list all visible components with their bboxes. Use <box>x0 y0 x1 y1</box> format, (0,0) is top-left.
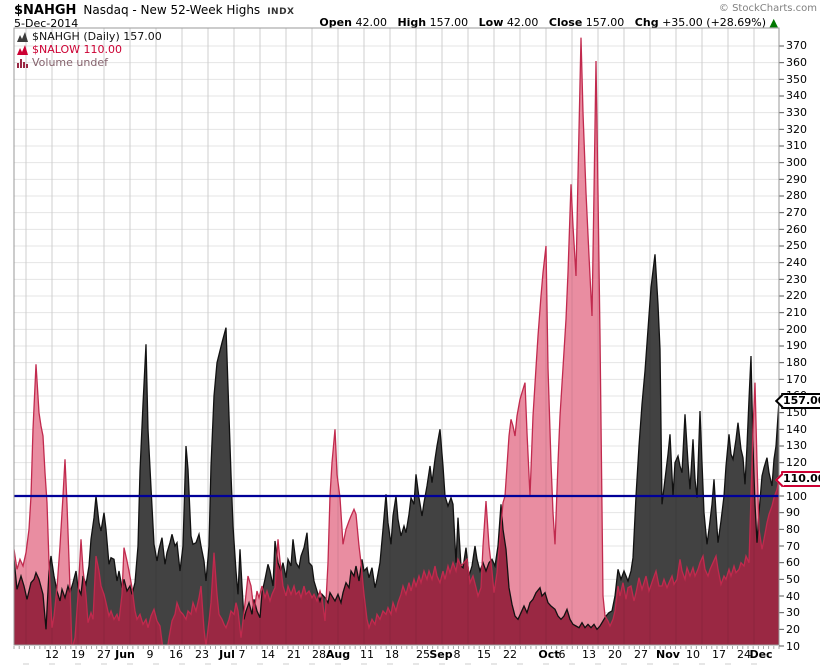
legend-item-label: Volume undef <box>32 56 108 69</box>
x-axis-tick-label: 8 <box>453 648 461 661</box>
x-axis-tick-label: Dec <box>749 648 773 661</box>
y-axis-tick-label: 200 <box>786 322 807 336</box>
low-label: Low <box>478 16 504 29</box>
chg-value: +35.00 (+28.69%) <box>662 16 767 29</box>
y-axis-tick-label: 210 <box>786 306 807 320</box>
x-axis-tick-label: 19 <box>71 648 85 661</box>
legend-item: Volume undef <box>17 56 162 69</box>
y-axis-tick-label: 280 <box>786 189 807 203</box>
symbol-label: $NAHGH <box>14 3 77 18</box>
close-label: Close <box>548 16 583 29</box>
y-axis-tick-label: 220 <box>786 289 807 303</box>
y-axis-tick-label: 170 <box>786 372 807 386</box>
y-axis-tick-label: 270 <box>786 206 807 220</box>
chart-date: 5-Dec-2014 <box>14 17 79 30</box>
chart-legend: $NAHGH (Daily) 157.00 $NALOW 110.00 Volume… <box>17 30 162 69</box>
x-axis-tick-label: 21 <box>287 648 301 661</box>
y-axis-tick-label: 20 <box>786 622 800 636</box>
legend-item: $NALOW 110.00 <box>17 43 162 56</box>
y-axis-tick-label: 10 <box>786 639 800 653</box>
x-axis-tick-label: 18 <box>385 648 399 661</box>
security-name: Nasdaq - New 52-Week Highs <box>83 3 261 17</box>
y-axis-tick-label: 230 <box>786 272 807 286</box>
chg-label: Chg <box>634 16 659 29</box>
x-axis-tick-label: 14 <box>261 648 275 661</box>
x-axis-tick-label: 9 <box>146 648 154 661</box>
x-axis-tick-label: Sep <box>429 648 453 661</box>
copyright-label: © StockCharts.com <box>718 3 817 14</box>
x-axis-tick-label: 7 <box>238 648 246 661</box>
x-axis-tick-label: 15 <box>477 648 491 661</box>
exchange-tag: INDX <box>267 7 295 17</box>
x-axis-tick-label: 27 <box>634 648 648 661</box>
x-axis-tick-label: Aug <box>325 648 351 661</box>
x-axis-tick-label: Jul <box>219 648 235 661</box>
y-axis-tick-label: 290 <box>786 172 807 186</box>
legend-item-label: $NALOW 110.00 <box>32 43 123 56</box>
y-axis-tick-label: 320 <box>786 122 807 136</box>
y-axis-tick-label: 80 <box>786 522 800 536</box>
y-axis-tick-label: 140 <box>786 422 807 436</box>
x-axis-tick-label: Nov <box>656 648 680 661</box>
chart-header: $NAHGH Nasdaq - New 52-Week Highs INDX <box>14 3 294 18</box>
last-price-tag-nalow: 110.00 <box>781 471 820 488</box>
x-axis-tick-label: Jun <box>115 648 135 661</box>
y-axis-tick-label: 330 <box>786 106 807 120</box>
volume-bars-icon <box>17 58 28 68</box>
low-value: 42.00 <box>506 16 539 29</box>
y-axis-tick-label: 370 <box>786 39 807 53</box>
open-value: 42.00 <box>355 16 387 29</box>
y-axis-tick-label: 120 <box>786 456 807 470</box>
x-axis-tick-label: 16 <box>169 648 183 661</box>
y-axis-tick-label: 60 <box>786 556 800 570</box>
y-axis-tick-label: 90 <box>786 506 800 520</box>
y-axis-tick-label: 310 <box>786 139 807 153</box>
y-axis-tick-label: 360 <box>786 56 807 70</box>
high-label: High <box>397 16 427 29</box>
up-arrow-icon: ▲ <box>769 16 778 29</box>
y-axis-tick-label: 70 <box>786 539 800 553</box>
y-axis-tick-label: 100 <box>786 489 807 503</box>
y-axis-tick-label: 240 <box>786 256 807 270</box>
area-icon <box>17 44 28 55</box>
open-label: Open <box>319 16 352 29</box>
x-axis-tick-label: 10 <box>686 648 700 661</box>
y-axis-tick-label: 260 <box>786 222 807 236</box>
legend-item-label: $NAHGH (Daily) 157.00 <box>32 30 162 43</box>
close-value: 157.00 <box>585 16 625 29</box>
y-axis-tick-label: 190 <box>786 339 807 353</box>
x-axis-tick-label: 24 <box>737 648 751 661</box>
y-axis-tick-label: 300 <box>786 156 807 170</box>
ohlc-quote-row: Open 42.00 High 157.00 Low 42.00 Close 1… <box>319 16 778 29</box>
x-axis-tick-label: 17 <box>712 648 726 661</box>
x-axis-tick-label: 28 <box>312 648 326 661</box>
y-axis-tick-label: 340 <box>786 89 807 103</box>
last-price-tag-nahgh: 157.00 <box>781 392 820 409</box>
y-axis-tick-label: 130 <box>786 439 807 453</box>
y-axis-tick-label: 50 <box>786 572 800 586</box>
y-axis-tick-label: 250 <box>786 239 807 253</box>
y-axis-tick-label: 350 <box>786 72 807 86</box>
x-axis-tick-label: Oct <box>538 648 560 661</box>
area-icon <box>17 31 28 42</box>
x-axis-tick-label: 6 <box>558 648 566 661</box>
x-axis-tick-label: 20 <box>608 648 622 661</box>
y-axis-tick-label: 180 <box>786 356 807 370</box>
x-axis-tick-label: 25 <box>416 648 430 661</box>
x-axis-tick-label: 22 <box>503 648 517 661</box>
x-axis-tick-label: 13 <box>582 648 596 661</box>
y-axis-tick-label: 40 <box>786 589 800 603</box>
legend-item: $NAHGH (Daily) 157.00 <box>17 30 162 43</box>
y-axis-tick-label: 150 <box>786 406 807 420</box>
x-axis-tick-label: 27 <box>97 648 111 661</box>
x-axis-tick-label: 11 <box>360 648 374 661</box>
high-value: 157.00 <box>429 16 469 29</box>
x-axis-tick-label: 12 <box>45 648 59 661</box>
y-axis-tick-label: 30 <box>786 606 800 620</box>
x-axis-tick-label: 23 <box>195 648 209 661</box>
